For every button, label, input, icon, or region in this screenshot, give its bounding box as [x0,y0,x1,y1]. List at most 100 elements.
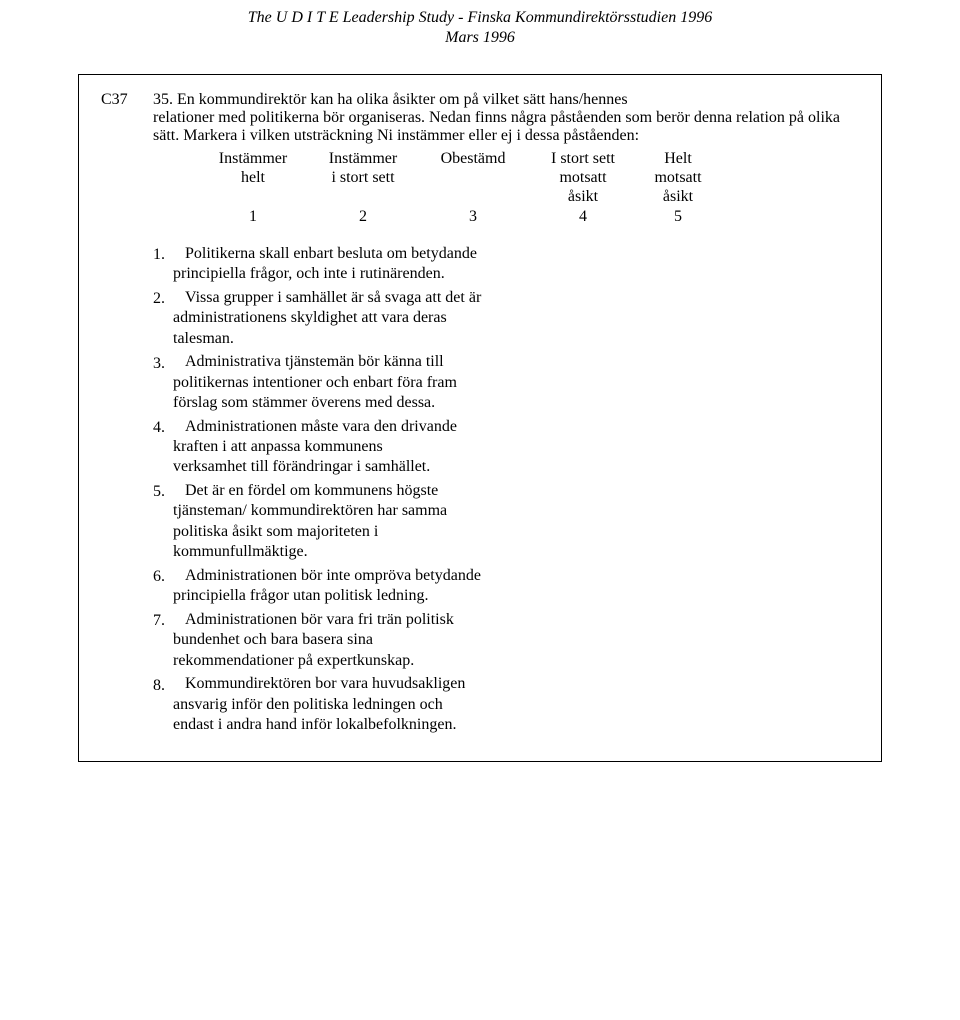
scale-col5-r3: åsikt [638,187,718,206]
checkbox-icon [854,269,865,280]
question-block: C37 35. En kommundirektör kan ha olika å… [101,91,859,226]
question-code: C37 [101,91,137,226]
checkbox-icon [726,462,737,473]
item-number: 8. [153,677,173,695]
response-box[interactable] [827,718,891,736]
checkbox-icon [790,547,801,558]
response-box[interactable] [571,545,635,563]
scale-num-1: 1 [198,207,308,226]
response-box[interactable] [699,589,763,607]
response-box[interactable] [635,267,699,285]
checkbox-icon [726,269,737,280]
scale-col2-r3 [308,187,418,206]
question-text-part1: En kommundirektör kan ha olika åsikter o… [177,91,628,108]
list-item: 2.Vissa grupper i samhället är så svaga … [153,288,859,349]
response-box[interactable] [827,331,891,349]
response-box[interactable] [763,396,827,414]
item-text: politikernas intentioner och enbart föra… [173,373,571,393]
item-text: Det är en fördel om kommunens högste [173,481,571,501]
checkbox-icon [854,398,865,409]
response-box[interactable] [571,589,635,607]
response-box[interactable] [635,396,699,414]
response-box[interactable] [763,653,827,671]
item-text-row: politiska åsikt som majoriteten i [153,522,859,542]
response-box[interactable] [635,331,699,349]
response-box[interactable] [571,460,635,478]
checkbox-icon [662,398,673,409]
item-text: endast i andra hand inför lokalbefolknin… [173,715,571,735]
response-box[interactable] [699,396,763,414]
checkbox-icon [790,591,801,602]
response-box[interactable] [763,331,827,349]
response-box[interactable] [763,545,827,563]
item-text-row: ansvarig inför den politiska ledningen o… [153,695,859,715]
scale-num-4: 4 [528,207,638,226]
response-box[interactable] [635,460,699,478]
list-item: 3.Administrativa tjänstemän bör känna ti… [153,352,859,413]
item-text: förslag som stämmer överens med dessa. [173,393,571,413]
scale-col4-r2: motsatt [528,168,638,187]
response-box[interactable] [571,653,635,671]
item-text: Administrationen bör inte ompröva betyda… [173,566,571,586]
scale-col5-r1: Helt [638,149,718,168]
checkbox-icon [790,655,801,666]
checkbox-icon [662,462,673,473]
item-number: 6. [153,568,173,586]
response-box[interactable] [763,460,827,478]
item-text-row: 5.Det är en fördel om kommunens högste [153,481,859,501]
response-box[interactable] [699,460,763,478]
response-box[interactable] [699,331,763,349]
item-text-row: 3.Administrativa tjänstemän bör känna ti… [153,352,859,372]
list-item: 6.Administrationen bör inte ompröva bety… [153,566,859,607]
response-box[interactable] [571,267,635,285]
checkbox-icon [726,655,737,666]
item-last-row: kommunfullmäktige. [153,542,859,562]
scale-col1-r3 [198,187,308,206]
response-boxes [571,267,891,285]
checkbox-icon [662,269,673,280]
response-box[interactable] [699,718,763,736]
header-line-2: Mars 1996 [78,28,882,48]
item-text: ansvarig inför den politiska ledningen o… [173,695,571,715]
checkbox-icon [790,720,801,731]
response-box[interactable] [699,267,763,285]
question-number: 35. [153,91,173,108]
checkbox-icon [854,333,865,344]
scale-col3-r1: Obestämd [418,149,528,168]
list-item: 1.Politikerna skall enbart besluta om be… [153,244,859,285]
response-box[interactable] [827,396,891,414]
item-text-row: bundenhet och bara basera sina [153,630,859,650]
item-last-row: talesman. [153,329,859,349]
response-box[interactable] [571,718,635,736]
response-box[interactable] [635,545,699,563]
response-box[interactable] [763,589,827,607]
item-text: talesman. [173,329,571,349]
response-box[interactable] [827,589,891,607]
item-number: 3. [153,355,173,373]
response-box[interactable] [699,653,763,671]
checkbox-icon [598,462,609,473]
response-box[interactable] [827,653,891,671]
item-text-row: 4.Administrationen måste vara den drivan… [153,417,859,437]
checkbox-icon [598,720,609,731]
response-box[interactable] [827,267,891,285]
response-box[interactable] [763,718,827,736]
item-last-row: verksamhet till förändringar i samhället… [153,457,859,477]
item-text: tjänsteman/ kommundirektören har samma [173,501,571,521]
response-box[interactable] [571,396,635,414]
item-text-row: 8.Kommundirektören bor vara huvudsaklige… [153,674,859,694]
scale-num-3: 3 [418,207,528,226]
checkbox-icon [726,591,737,602]
response-box[interactable] [827,545,891,563]
response-box[interactable] [571,331,635,349]
items-list: 1.Politikerna skall enbart besluta om be… [153,244,859,736]
response-box[interactable] [763,267,827,285]
response-box[interactable] [635,653,699,671]
response-box[interactable] [635,589,699,607]
response-box[interactable] [827,460,891,478]
response-box[interactable] [699,545,763,563]
scale-col4-r3: åsikt [528,187,638,206]
checkbox-icon [598,269,609,280]
response-box[interactable] [635,718,699,736]
response-boxes [571,460,891,478]
